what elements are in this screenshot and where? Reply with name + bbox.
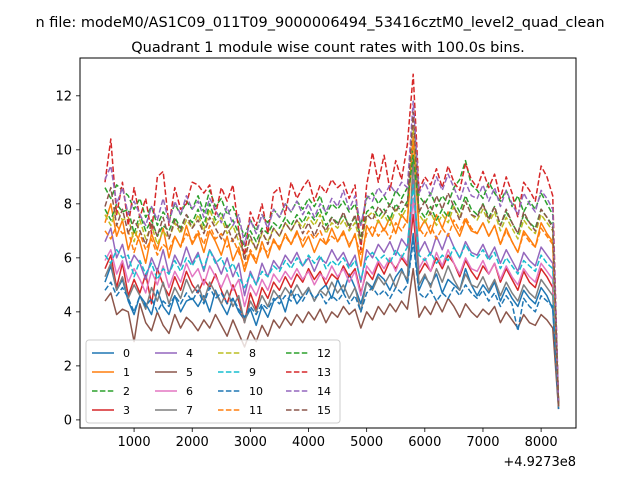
series-line-15 bbox=[104, 111, 560, 407]
series-line-0 bbox=[104, 232, 560, 407]
legend-label-9: 9 bbox=[249, 366, 256, 379]
y-tick-label: 8 bbox=[64, 197, 72, 212]
legend-label-13: 13 bbox=[317, 366, 331, 379]
legend-label-3: 3 bbox=[123, 404, 130, 417]
legend-label-15: 15 bbox=[317, 404, 331, 417]
x-tick-label: 5000 bbox=[350, 435, 383, 450]
chart-title: Quadrant 1 module wise count rates with … bbox=[131, 40, 525, 56]
series-line-8 bbox=[104, 124, 560, 404]
legend-label-7: 7 bbox=[186, 404, 193, 417]
legend-frame bbox=[85, 339, 341, 424]
x-tick-label: 4000 bbox=[292, 435, 325, 450]
series-line-13 bbox=[104, 73, 560, 404]
figure-suptitle: n file: modeM0/AS1C09_011T09_9000006494_… bbox=[35, 15, 604, 31]
legend-label-11: 11 bbox=[249, 404, 263, 417]
y-tick-label: 6 bbox=[64, 251, 72, 266]
x-tick-label: 8000 bbox=[525, 435, 558, 450]
y-tick-label: 12 bbox=[55, 89, 72, 104]
legend-label-1: 1 bbox=[123, 366, 130, 379]
y-tick-label: 0 bbox=[64, 413, 72, 428]
series-line-12 bbox=[104, 154, 560, 404]
series-line-6 bbox=[104, 197, 560, 407]
series-line-10 bbox=[104, 240, 560, 410]
y-tick-label: 10 bbox=[55, 143, 72, 158]
legend-label-4: 4 bbox=[186, 347, 193, 360]
series-line-4 bbox=[104, 178, 560, 404]
legend-label-10: 10 bbox=[249, 385, 263, 398]
series-line-2 bbox=[104, 143, 560, 404]
x-axis: 1000 2000 3000 4000 5000 6000 7000 8000 bbox=[118, 428, 558, 450]
axes-frame bbox=[79, 57, 577, 429]
series-line-7 bbox=[104, 157, 560, 407]
y-axis: 0 2 4 6 8 10 12 bbox=[55, 89, 80, 428]
series-line-3 bbox=[104, 213, 560, 407]
series-layer bbox=[104, 73, 560, 410]
x-tick-label: 6000 bbox=[408, 435, 441, 450]
legend-label-12: 12 bbox=[317, 347, 331, 360]
legend-label-2: 2 bbox=[123, 385, 130, 398]
x-tick-label: 3000 bbox=[234, 435, 267, 450]
legend-label-5: 5 bbox=[186, 366, 193, 379]
legend-label-14: 14 bbox=[317, 385, 331, 398]
x-tick-label: 1000 bbox=[118, 435, 151, 450]
series-line-14 bbox=[104, 100, 560, 404]
series-line-9 bbox=[104, 184, 560, 407]
y-tick-label: 4 bbox=[64, 305, 72, 320]
x-tick-label: 7000 bbox=[466, 435, 499, 450]
series-line-5 bbox=[104, 267, 560, 410]
series-line-11 bbox=[104, 138, 560, 407]
x-axis-offset-label: +4.9273e8 bbox=[503, 455, 576, 470]
legend-label-8: 8 bbox=[249, 347, 256, 360]
legend-label-6: 6 bbox=[186, 385, 193, 398]
x-tick-label: 2000 bbox=[176, 435, 209, 450]
y-tick-label: 2 bbox=[64, 359, 72, 374]
legend-label-0: 0 bbox=[123, 347, 130, 360]
